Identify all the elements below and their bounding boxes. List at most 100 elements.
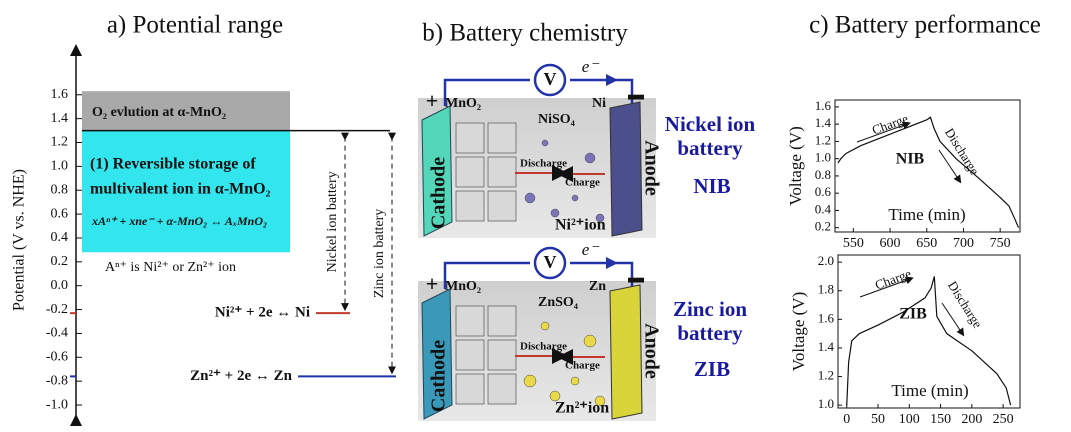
equation: xAⁿ⁺ + xne⁻ + α-MnO₂ ↔ AₓMnO₂ [91, 214, 267, 228]
x-axis-label: Time (min) [888, 205, 965, 224]
ion-label: Zn²⁺ion [555, 400, 609, 417]
o2-region [82, 91, 290, 131]
y-tick-label: -0.4 [46, 326, 68, 341]
x-tick-label: 200 [961, 412, 982, 427]
panel-a-title: a) Potential range [107, 12, 283, 39]
ion-particle [583, 334, 597, 348]
storage-label: multivalent ion in α-MnO₂ [90, 181, 271, 198]
x-tick-label: 750 [990, 236, 1011, 251]
x-tick-label: 100 [899, 412, 920, 427]
o2-label: O₂ evlution at α-MnO₂ [92, 105, 226, 120]
cathode-slab [421, 288, 453, 420]
panel-b-title: b) Battery chemistry [422, 20, 628, 47]
y-tick-label: -0.8 [46, 373, 68, 388]
ni-level-label: Ni²⁺ + 2e ↔ Ni [215, 305, 310, 321]
anode-label: Anode [640, 140, 662, 196]
discharge-label: Discharge [945, 278, 986, 331]
x-tick-label: 50 [871, 412, 885, 427]
minus-sign: ▬ [628, 87, 644, 104]
y-tick-label: 0.6 [51, 206, 69, 221]
y-tick-label: 1.4 [815, 115, 832, 130]
y-tick-label: 1.0 [815, 150, 831, 165]
ion-label: Ni²⁺ion [555, 217, 606, 234]
y-tick-label: -0.6 [46, 350, 68, 365]
ion-particle [550, 208, 560, 218]
crystal-block [487, 339, 517, 371]
ion-particle [523, 374, 537, 388]
y-tick-label: 1.4 [818, 339, 835, 354]
charge-arrow [859, 276, 914, 298]
x-tick-label: 600 [880, 236, 901, 251]
ion-particle [549, 390, 561, 402]
cathode-slab [421, 105, 453, 237]
charge-label: Charge [565, 360, 600, 372]
y-tick-label: 0.8 [815, 167, 831, 182]
charge-label: Charge [565, 177, 600, 189]
ion-particle [595, 213, 605, 223]
y-tick-label: 1.8 [818, 282, 834, 297]
crystal-block [455, 339, 485, 371]
minus-sign: ▬ [628, 270, 644, 287]
voltmeter [533, 63, 567, 97]
meter-label: V [544, 252, 557, 272]
crystal-block [487, 156, 517, 188]
y-tick-label: 1.4 [51, 111, 69, 126]
cathode-label: Cathode [428, 157, 450, 229]
ion-particle [584, 152, 596, 164]
ion-particle [594, 395, 606, 407]
discharge-label: Discharge [520, 341, 567, 353]
y-tick-label: 0.2 [815, 219, 831, 234]
x-tick-label: 700 [953, 236, 974, 251]
y-tick-label: 1.2 [815, 132, 831, 147]
crystal-block [487, 190, 517, 222]
y-tick-label: 0.0 [51, 278, 69, 293]
anode-material: Ni [592, 96, 606, 111]
x-tick-label: 150 [930, 412, 951, 427]
curve-label: NIB [896, 151, 925, 168]
anode-label: Anode [640, 323, 662, 379]
nickel-arrow-label: Nickel ion battery [325, 171, 340, 272]
ion-note: Aⁿ⁺ is Ni²⁺ or Zn²⁺ ion [105, 260, 236, 275]
anode-material: Zn [589, 279, 606, 294]
charge-label: Charge [873, 266, 913, 293]
x-tick-label: 0 [843, 412, 850, 427]
y-tick-label: 0.8 [51, 182, 69, 197]
y-axis-label: Potential (V vs. NHE) [11, 169, 28, 311]
y-tick-label: 1.2 [51, 135, 69, 150]
x-tick-label: 250 [993, 412, 1014, 427]
x-tick-label: 550 [843, 236, 864, 251]
voltage-curve [837, 116, 1020, 228]
ion-particle [571, 194, 579, 202]
y-tick-label: 1.0 [818, 396, 834, 411]
cathode-label: Cathode [428, 340, 450, 412]
y-tick-label: 0.6 [815, 184, 832, 199]
y-axis-label: Voltage (V) [786, 126, 805, 205]
x-tick-label: 650 [916, 236, 937, 251]
crystal-block [455, 156, 485, 188]
discharge-label: Discharge [520, 158, 567, 170]
electrolyte: NiSO₄ [538, 112, 576, 127]
discharge-arrow [938, 149, 962, 184]
y-tick-label: 1.6 [818, 310, 835, 325]
battery-abbr: ZIB [694, 357, 730, 381]
crystal-block [455, 122, 485, 154]
anode-slab [609, 101, 643, 237]
battery-name: Nickel ion [665, 112, 756, 136]
zinc-arrow-label: Zinc ion battery [372, 209, 387, 298]
cathode-material: MnO₂ [445, 96, 481, 111]
ion-particle [570, 376, 580, 386]
y-tick-label: 0.2 [51, 254, 69, 269]
electron-label: e⁻ [582, 240, 601, 259]
electrolyte: ZnSO₄ [538, 295, 579, 310]
battery-name: Zinc ion [673, 297, 747, 321]
ion-particle [524, 192, 536, 204]
plus-sign: + [426, 271, 439, 296]
y-tick-label: 1.6 [51, 87, 69, 102]
crystal-block [455, 305, 485, 337]
curve-label: ZIB [899, 306, 927, 323]
panel-c-title: c) Battery performance [809, 12, 1041, 39]
y-tick-label: -1.0 [46, 397, 68, 412]
crystal-block [487, 122, 517, 154]
ion-particle [540, 321, 550, 331]
x-axis-label: Time (min) [891, 381, 968, 400]
